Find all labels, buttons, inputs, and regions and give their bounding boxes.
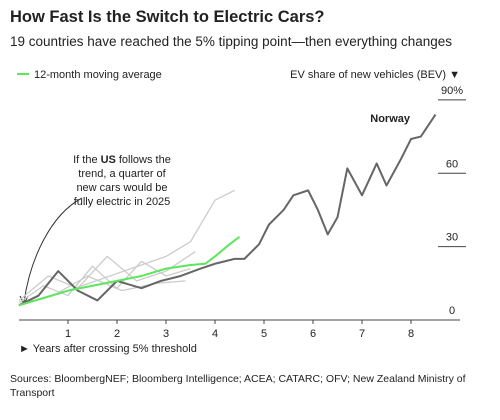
series-label: Norway bbox=[370, 113, 411, 125]
chart: How Fast Is the Switch to Electric Cars?… bbox=[10, 8, 466, 355]
y-tick-label: 30 bbox=[446, 232, 458, 244]
x-tick-label: 3 bbox=[163, 328, 169, 340]
annotation-bold: US bbox=[101, 154, 116, 166]
annotation: fully electric in 2025 bbox=[74, 196, 171, 208]
x-tick-label: 2 bbox=[114, 328, 120, 340]
annotation-text: follows the bbox=[119, 154, 171, 166]
series-line bbox=[18, 260, 191, 304]
series-line bbox=[18, 250, 196, 301]
x-axis-label: ► Years after crossing 5% threshold bbox=[19, 343, 197, 355]
x-tick-label: 7 bbox=[359, 328, 365, 340]
annotation-arrow bbox=[23, 197, 83, 303]
x-tick-label: 1 bbox=[65, 328, 71, 340]
chart-subtitle: 19 countries have reached the 5% tipping… bbox=[10, 34, 452, 49]
legend-label: 12-month moving average bbox=[34, 69, 162, 81]
y-tick-label: 90% bbox=[441, 85, 463, 97]
y-tick-label: 60 bbox=[446, 158, 458, 170]
series-line bbox=[18, 114, 437, 307]
y-tick-label: 0 bbox=[449, 305, 455, 317]
series-line bbox=[18, 236, 241, 307]
chart-title: How Fast Is the Switch to Electric Cars? bbox=[10, 8, 325, 26]
x-tick-label: 4 bbox=[212, 328, 218, 340]
source: Sources: BloombergNEF; Bloomberg Intelli… bbox=[10, 373, 466, 399]
x-tick-label: 8 bbox=[408, 328, 414, 340]
x-tick-label: 6 bbox=[310, 328, 316, 340]
annotation: new cars would be bbox=[76, 182, 167, 194]
annotation-text: If the bbox=[73, 154, 97, 166]
x-tick-label: 5 bbox=[261, 328, 267, 340]
annotation: If the US follows the bbox=[73, 154, 171, 166]
y-axis-label: EV share of new vehicles (BEV) ▼ bbox=[290, 69, 460, 81]
annotation: trend, a quarter of bbox=[78, 168, 166, 180]
